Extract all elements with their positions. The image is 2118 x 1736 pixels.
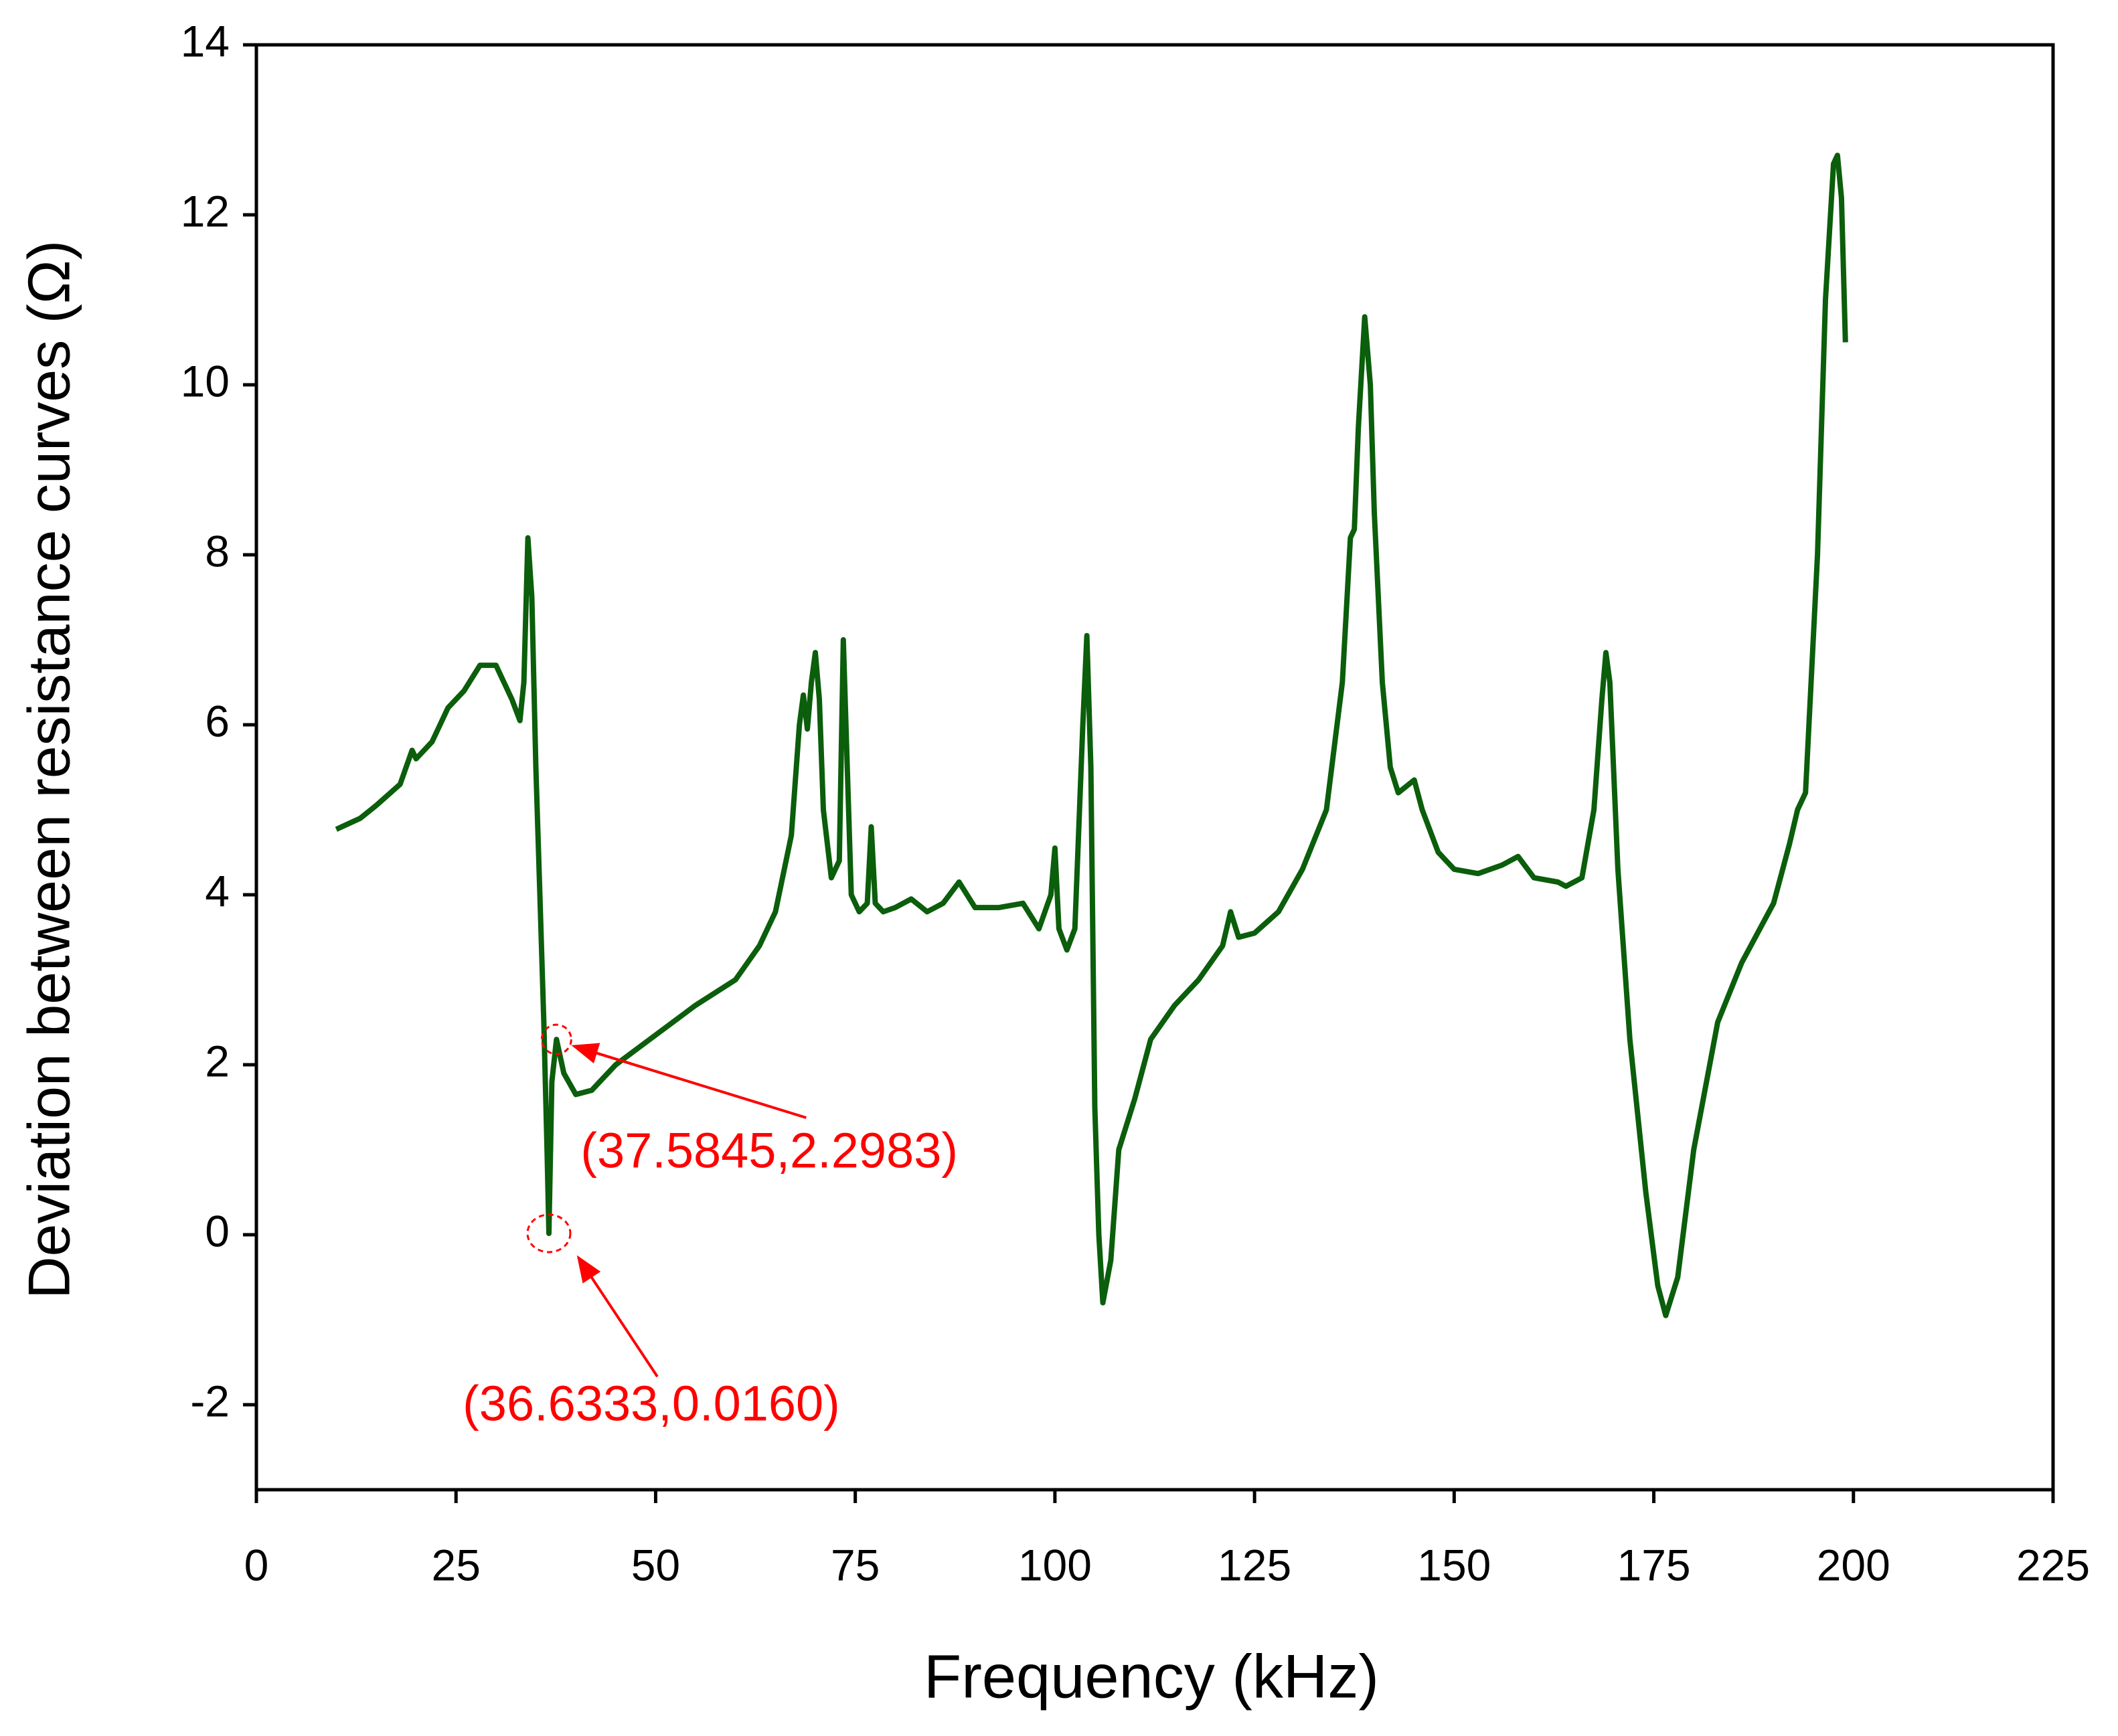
y-axis-title: Deviation between resistance curves (Ω) bbox=[15, 240, 82, 1299]
y-tick-label: -2 bbox=[190, 1376, 230, 1425]
y-tick-label: 10 bbox=[181, 356, 230, 406]
x-tick-label: 175 bbox=[1617, 1540, 1690, 1589]
y-tick-label: 2 bbox=[205, 1036, 230, 1086]
plot-frame bbox=[254, 43, 2055, 1492]
y-tick-label: 6 bbox=[205, 696, 230, 746]
y-tick-label: 12 bbox=[181, 186, 230, 236]
x-tick-label: 125 bbox=[1218, 1540, 1291, 1589]
annotation-circle bbox=[526, 1213, 572, 1253]
y-tick-label: 4 bbox=[205, 866, 230, 916]
x-tick-label: 200 bbox=[1817, 1540, 1890, 1589]
y-tick-label: 8 bbox=[205, 526, 230, 576]
x-tick-label: 150 bbox=[1417, 1540, 1491, 1589]
annotation-circle bbox=[540, 1023, 572, 1055]
x-tick-label: 0 bbox=[244, 1540, 269, 1589]
annotation-label: (36.6333,0.0160) bbox=[463, 1376, 840, 1431]
x-tick-label: 75 bbox=[831, 1540, 880, 1589]
x-tick-label: 25 bbox=[432, 1540, 481, 1589]
y-tick-label: 0 bbox=[205, 1206, 230, 1255]
annotation-label: (37.5845,2.2983) bbox=[580, 1123, 958, 1179]
y-tick-label: 14 bbox=[181, 16, 230, 66]
x-axis-title: Frequency (kHz) bbox=[924, 1642, 1379, 1711]
x-tick-label: 50 bbox=[631, 1540, 680, 1589]
annotation-arrow bbox=[571, 1043, 807, 1120]
x-tick-label: 225 bbox=[2016, 1540, 2090, 1589]
data-line bbox=[335, 153, 1848, 1318]
x-tick-label: 100 bbox=[1018, 1540, 1092, 1589]
annotation-arrow bbox=[576, 1255, 659, 1378]
